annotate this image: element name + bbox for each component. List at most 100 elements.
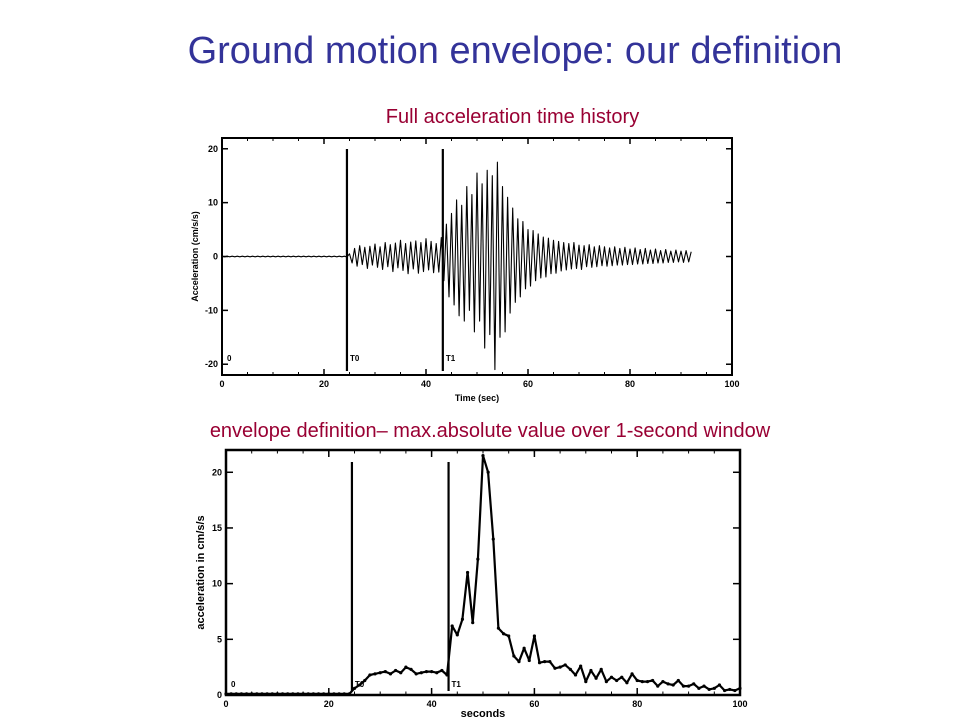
y-tick-label: 0 — [213, 252, 218, 262]
data-point — [522, 646, 526, 650]
series-line — [226, 454, 741, 696]
data-point — [347, 692, 351, 696]
data-point — [471, 621, 475, 625]
data-point — [553, 666, 557, 670]
data-point — [229, 692, 233, 696]
data-point — [260, 692, 264, 696]
data-point — [558, 665, 562, 669]
y-tick-label: 10 — [208, 198, 218, 208]
data-point — [404, 665, 408, 669]
data-point — [491, 537, 495, 541]
data-point — [645, 680, 650, 684]
plot-frame — [224, 448, 742, 697]
data-point — [692, 682, 696, 686]
data-point — [409, 667, 413, 671]
data-point — [445, 673, 449, 677]
y-tick-label: 10 — [212, 579, 222, 589]
x-axis-label: seconds — [461, 708, 506, 720]
data-point — [430, 670, 434, 674]
data-point — [224, 692, 228, 696]
data-point — [481, 453, 485, 458]
data-point — [589, 668, 593, 673]
data-point — [424, 670, 429, 674]
data-point — [301, 692, 305, 696]
data-point — [250, 692, 254, 696]
data-point — [702, 684, 706, 688]
data-point — [311, 692, 315, 696]
data-point — [543, 659, 547, 664]
data-point — [322, 692, 326, 696]
data-point — [707, 687, 711, 692]
data-point — [599, 667, 603, 671]
x-tick-label: 40 — [421, 379, 431, 389]
y-tick-label: -10 — [205, 305, 218, 315]
data-point — [630, 672, 634, 676]
data-point — [697, 686, 701, 690]
data-point — [378, 671, 382, 675]
data-point — [717, 683, 722, 687]
data-point — [687, 684, 691, 688]
y-axis-label: Acceleration (cm/s/s) — [190, 211, 200, 302]
series-line — [221, 161, 692, 371]
data-point — [435, 671, 439, 675]
data-point — [573, 673, 578, 677]
data-point — [352, 686, 357, 690]
x-tick-label: 60 — [523, 379, 533, 389]
x-tick-label: 0 — [219, 379, 224, 389]
data-point — [465, 570, 470, 575]
marker-label: T1 — [446, 354, 456, 363]
data-point — [327, 692, 331, 696]
data-point — [399, 671, 403, 675]
x-tick-label: 100 — [724, 379, 739, 389]
data-point — [450, 624, 454, 628]
data-point — [255, 692, 259, 696]
data-point — [738, 686, 742, 690]
y-tick-label: 20 — [212, 467, 222, 477]
data-point — [584, 680, 588, 684]
data-point — [388, 672, 393, 676]
y-tick-label: 5 — [217, 634, 222, 644]
caption-top: Full acceleration time history — [385, 106, 640, 128]
x-tick-label: 80 — [625, 379, 635, 389]
data-point — [728, 687, 732, 692]
x-tick-label: 80 — [632, 699, 642, 709]
data-point — [579, 664, 583, 668]
data-point — [537, 661, 542, 665]
data-point — [661, 680, 665, 684]
data-point — [604, 680, 608, 684]
data-point — [337, 692, 341, 696]
data-point — [234, 692, 238, 696]
x-tick-label: 100 — [732, 699, 747, 709]
data-point — [332, 692, 336, 696]
data-point — [286, 692, 290, 696]
x-tick-label: 60 — [529, 699, 539, 709]
data-point — [363, 678, 367, 683]
data-point — [455, 633, 459, 637]
data-point — [476, 557, 480, 561]
data-point — [316, 692, 321, 696]
data-point — [358, 683, 362, 687]
data-point — [460, 617, 465, 621]
marker-label: T1 — [452, 680, 462, 689]
caption-bottom: envelope definition– max.absolute value … — [209, 420, 771, 442]
data-point — [270, 692, 274, 696]
data-point — [651, 678, 655, 683]
data-point — [280, 692, 285, 696]
data-point — [609, 675, 614, 679]
data-point — [394, 668, 398, 673]
data-point — [656, 684, 660, 688]
data-point — [722, 688, 727, 693]
data-point — [635, 678, 639, 683]
data-point — [625, 681, 629, 685]
data-point — [615, 678, 619, 683]
data-point — [671, 683, 675, 687]
y-tick-label: 15 — [212, 523, 222, 533]
data-point — [512, 654, 516, 658]
data-point — [563, 663, 567, 667]
data-point — [666, 682, 670, 686]
data-point — [620, 675, 624, 679]
data-point — [486, 470, 490, 474]
data-point — [414, 672, 418, 676]
